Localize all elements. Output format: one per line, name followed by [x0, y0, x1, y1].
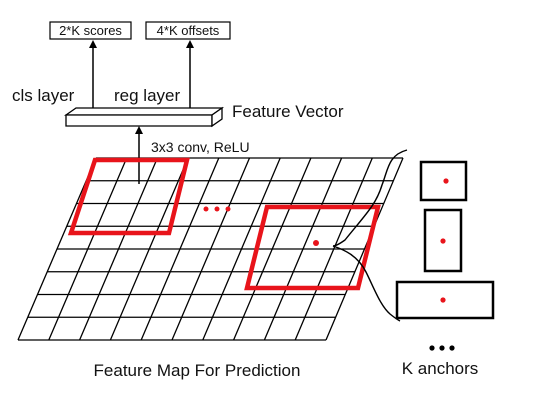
grid-col-line — [109, 157, 189, 341]
scores-box — [49, 21, 132, 40]
feature-map-grid — [17, 157, 404, 341]
offsets-label: 4*K offsets — [157, 23, 220, 38]
grid-col-line — [263, 157, 343, 341]
anchor-bracket-top — [332, 149, 408, 247]
grid-col-line — [294, 157, 373, 341]
window-ellipsis — [203, 206, 231, 212]
anchor-box-tall — [423, 208, 463, 273]
grid-col-line — [79, 157, 158, 341]
scores-label: 2*K scores — [59, 23, 122, 38]
feature-map-caption: Feature Map For Prediction — [94, 361, 301, 380]
sliding-window-small — [67, 157, 190, 236]
feature-vector-label: Feature Vector — [232, 102, 344, 121]
grid-col-line — [140, 157, 220, 341]
offsets-box — [145, 21, 231, 40]
anchor-box-wide — [395, 280, 495, 320]
anchor-box-square — [419, 160, 468, 202]
grid-col-line — [48, 157, 128, 341]
conv-label: 3x3 conv, ReLU — [151, 139, 250, 155]
feature-vector-bar — [63, 106, 225, 128]
cls-layer-label: cls layer — [12, 86, 75, 105]
grid-col-line — [171, 157, 251, 341]
grid-col-line — [325, 157, 404, 341]
anchors-caption: K anchors — [402, 359, 479, 378]
reg-layer-label: reg layer — [114, 86, 180, 105]
anchors-ellipsis — [429, 345, 455, 351]
grid-col-line — [17, 157, 97, 341]
window-center-dot — [313, 240, 319, 246]
sliding-window-large — [244, 204, 381, 291]
grid-col-line — [233, 157, 312, 341]
grid-col-line — [202, 157, 281, 341]
